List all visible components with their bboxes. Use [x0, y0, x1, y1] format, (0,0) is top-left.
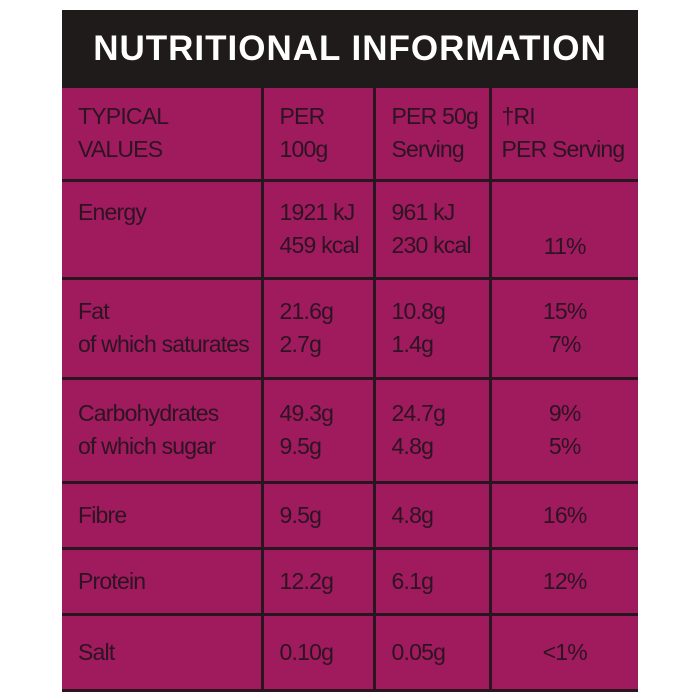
cell-text: of which saturates — [78, 331, 250, 357]
cell-text: 0.05g — [391, 638, 446, 665]
cell-text: 24.7g — [391, 400, 446, 426]
table-cell: Salt — [62, 612, 264, 692]
table-row: Energy 1921 kJ 459 kcal 961 kJ 230 kcal 11% — [62, 178, 638, 280]
table-cell: 16% — [488, 480, 638, 550]
cell-text: 6.1g — [391, 567, 434, 594]
table-cell: Fat of which saturates — [62, 276, 264, 380]
cell-text: 9% — [548, 400, 581, 426]
cell-text: 2.7g — [279, 331, 322, 357]
cell-text: 1921 kJ — [279, 198, 356, 225]
cell-text: 5% — [548, 433, 581, 459]
table-cell: 1921 kJ 459 kcal — [260, 178, 376, 280]
cell-text: 12.2g — [279, 567, 334, 594]
table-row: Fat of which saturates 21.6g 2.7g 10.8g 1.4g 1… — [62, 276, 638, 380]
table-row: Carbohydrates of which sugar 49.3g 9.5g 24.7… — [62, 376, 638, 484]
cell-text: Fibre — [78, 501, 127, 528]
table-body: TYPICAL VALUES PER 100g PER 50g Serving †RI PER… — [62, 88, 638, 692]
cell-text: 0.10g — [279, 638, 334, 665]
cell-text: 4.8g — [391, 501, 434, 528]
table-cell: 9% 5% — [488, 376, 638, 484]
nutrition-panel: NUTRITIONAL INFORMATION TYPICAL VALUES PER… — [62, 10, 638, 692]
cell-text: PER 50g — [391, 103, 479, 130]
cell-text: Carbohydrates — [78, 400, 219, 426]
cell-text: 961 kJ — [391, 198, 456, 225]
table-row: Protein 12.2g 6.1g 12% — [62, 546, 638, 616]
table-row: Fibre 9.5g 4.8g 16% — [62, 480, 638, 550]
cell-text: 4.8g — [391, 433, 434, 459]
header-row: TYPICAL VALUES PER 100g PER 50g Serving †RI PER… — [62, 88, 638, 182]
cell-text: 21.6g — [279, 298, 334, 324]
table-cell: 0.10g — [260, 612, 376, 692]
nutrition-table: TYPICAL VALUES PER 100g PER 50g Serving †RI PER… — [62, 88, 638, 692]
cell-text: Fat — [78, 298, 110, 324]
header-cell: †RI PER Serving — [488, 88, 638, 182]
table-cell: 49.3g 9.5g — [260, 376, 376, 484]
cell-text: 230 kcal — [391, 231, 472, 258]
table-cell: 10.8g 1.4g — [372, 276, 492, 380]
table-cell: 21.6g 2.7g — [260, 276, 376, 380]
cell-text: Energy — [78, 198, 147, 225]
table-cell: 24.7g 4.8g — [372, 376, 492, 484]
cell-text: 15% — [542, 298, 587, 324]
table-cell: 9.5g — [260, 480, 376, 550]
cell-text: 1.4g — [391, 331, 434, 357]
cell-text: PER — [279, 103, 326, 130]
cell-text: Serving — [391, 136, 465, 163]
table-cell: 15% 7% — [488, 276, 638, 380]
cell-text: 9.5g — [279, 501, 322, 528]
header-cell: PER 50g Serving — [372, 88, 492, 182]
cell-text: 100g — [279, 136, 329, 163]
header-cell: TYPICAL VALUES — [62, 88, 264, 182]
cell-text: TYPICAL — [78, 103, 169, 130]
cell-text: PER Serving — [501, 136, 626, 163]
cell-text: 459 kcal — [279, 231, 360, 258]
cell-text: of which sugar — [78, 433, 216, 459]
cell-text: 12% — [542, 567, 587, 594]
cell-text: 11% — [543, 232, 587, 259]
cell-text: 7% — [548, 331, 581, 357]
cell-text: 49.3g — [279, 400, 334, 426]
title: NUTRITIONAL INFORMATION — [62, 10, 638, 88]
cell-text: VALUES — [78, 136, 163, 163]
cell-text: 10.8g — [391, 298, 446, 324]
cell-text: †RI — [501, 103, 536, 130]
table-row: Salt 0.10g 0.05g <1% — [62, 612, 638, 692]
cell-text: 16% — [542, 501, 587, 528]
header-cell: PER 100g — [260, 88, 376, 182]
table-cell: 961 kJ 230 kcal — [372, 178, 492, 280]
cell-text: 9.5g — [279, 433, 322, 459]
table-cell: 11% — [488, 178, 638, 280]
table-cell: 4.8g — [372, 480, 492, 550]
cell-text: Protein — [78, 567, 146, 594]
table-cell: Fibre — [62, 480, 264, 550]
cell-text: <1% — [542, 638, 588, 665]
table-cell: 6.1g — [372, 546, 492, 616]
table-cell: 12% — [488, 546, 638, 616]
table-cell: Energy — [62, 178, 264, 280]
table-cell: 12.2g — [260, 546, 376, 616]
table-cell: Carbohydrates of which sugar — [62, 376, 264, 484]
table-cell: <1% — [488, 612, 638, 692]
cell-text: Salt — [78, 638, 115, 665]
table-cell: Protein — [62, 546, 264, 616]
table-cell: 0.05g — [372, 612, 492, 692]
